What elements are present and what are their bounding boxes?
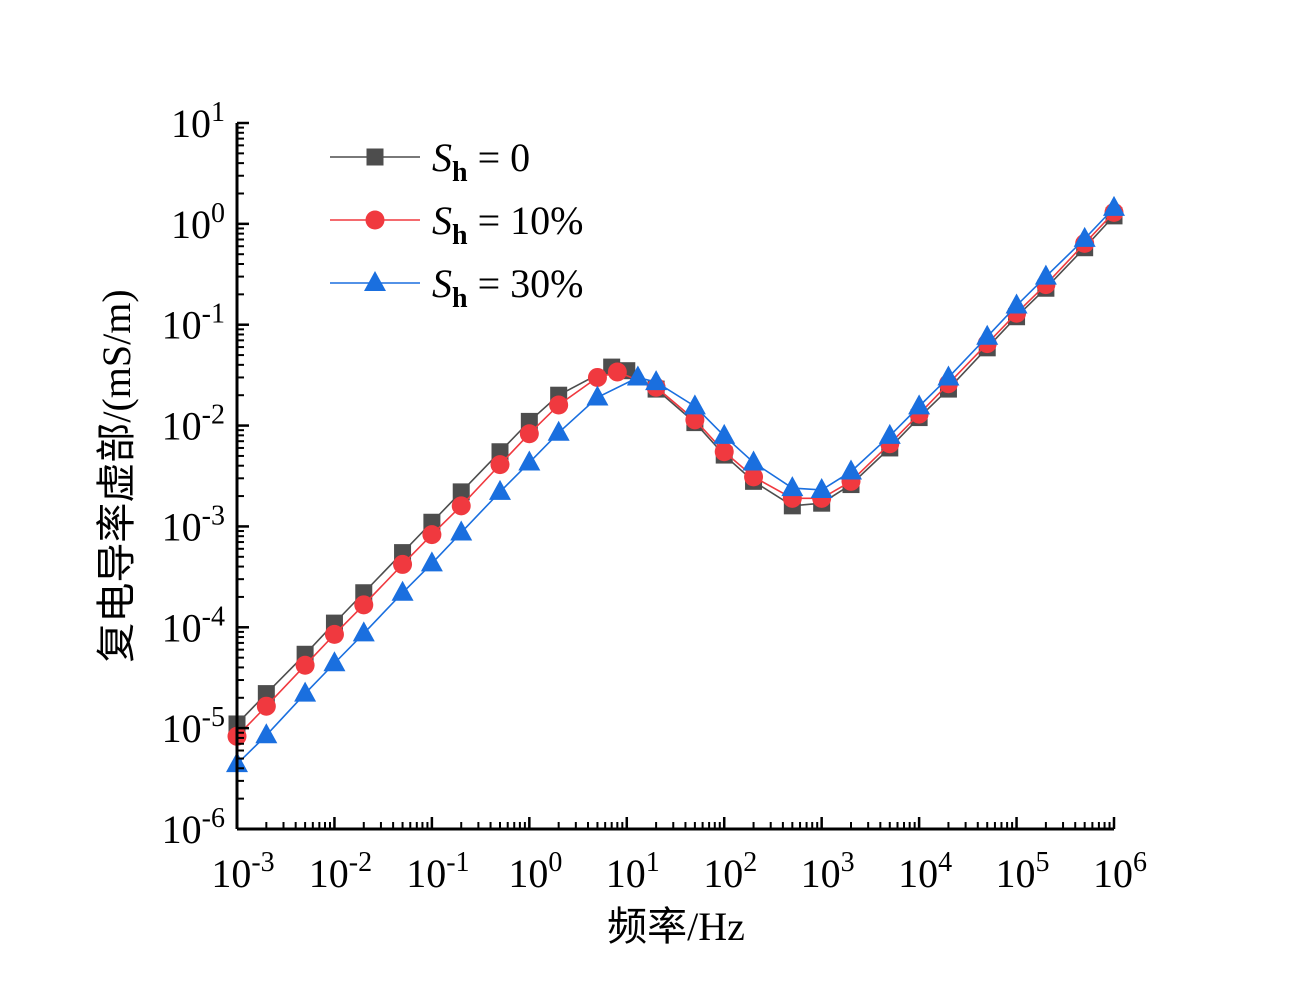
y-tick-label: 100 [171, 198, 225, 247]
legend-marker [364, 271, 386, 291]
data-point [685, 410, 705, 430]
legend: Sh = 0 Sh = 10% Sh = 30% [330, 135, 583, 314]
data-point [420, 551, 443, 572]
data-point [391, 580, 414, 601]
data-point [547, 420, 570, 441]
data-point [452, 483, 470, 501]
data-point [744, 467, 764, 487]
y-tick-label: 10-4 [162, 601, 225, 650]
x-tick-label: 103 [801, 847, 855, 896]
data-point [626, 365, 649, 386]
data-point [781, 476, 804, 497]
data-point [256, 696, 276, 716]
data-point [450, 520, 473, 541]
x-axis-label: 频率/Hz [607, 904, 745, 949]
data-point [1073, 226, 1096, 247]
data-point [908, 394, 931, 415]
legend-entry: Sh = 0 [330, 135, 530, 188]
legend-entry: Sh = 10% [330, 198, 583, 251]
data-point [683, 394, 706, 415]
data-point [840, 459, 863, 480]
data-point [393, 554, 413, 574]
plot-area [226, 195, 1125, 773]
series-square [228, 207, 1123, 733]
data-point [587, 367, 607, 387]
data-point [1034, 264, 1057, 285]
x-tick-label: 101 [606, 847, 660, 896]
legend-marker [366, 148, 384, 166]
data-point [354, 595, 374, 615]
series-line [236, 211, 1115, 737]
x-tick-label: 104 [898, 847, 952, 896]
legend-label: Sh = 30% [432, 261, 583, 314]
data-point [810, 477, 833, 498]
data-point [294, 681, 317, 702]
data-point [422, 525, 442, 545]
data-point [451, 496, 471, 516]
y-tick-label: 10-5 [162, 702, 225, 751]
data-point [878, 423, 901, 444]
axes: 10-3 10-2 10-1 100 101 102 103 104 105 106 101 100 1… [162, 97, 1147, 896]
y-tick-label: 10-1 [162, 299, 225, 348]
x-tick-label: 100 [508, 847, 562, 896]
y-tick-label: 101 [171, 97, 225, 146]
data-point [549, 395, 569, 415]
x-tick-label: 10-2 [309, 847, 372, 896]
data-point [1005, 293, 1028, 314]
y-axis-label: 复电导率虚部/(mS/m) [94, 289, 139, 662]
data-point [490, 455, 510, 475]
data-point [607, 362, 627, 382]
legend-marker [365, 210, 385, 230]
y-tick-label: 10-3 [162, 500, 225, 549]
x-tick-label: 10-3 [211, 847, 274, 896]
data-point [645, 370, 668, 391]
data-point [519, 424, 539, 444]
data-point [1103, 195, 1125, 216]
series-line [236, 215, 1115, 725]
data-point [352, 621, 375, 642]
series-circle [227, 202, 1124, 746]
legend-label: Sh = 0 [432, 135, 530, 188]
data-point [714, 442, 734, 462]
data-point [324, 624, 344, 644]
x-tick-label: 102 [703, 847, 757, 896]
data-point [742, 450, 765, 471]
y-tick-label: 10-6 [162, 803, 225, 852]
data-point [491, 443, 509, 461]
legend-label: Sh = 10% [432, 198, 583, 251]
data-point [255, 723, 278, 744]
series-line [236, 207, 1115, 765]
data-point [488, 479, 511, 500]
data-point [713, 423, 736, 444]
data-point [295, 655, 315, 675]
data-point [518, 450, 541, 471]
legend-entry: Sh = 30% [330, 261, 583, 314]
series-triangle [226, 195, 1125, 773]
x-tick-label: 105 [996, 847, 1050, 896]
data-point [937, 365, 960, 386]
data-point [976, 324, 999, 345]
x-tick-label: 10-1 [406, 847, 469, 896]
y-tick-label: 10-2 [162, 400, 225, 449]
data-point [323, 651, 346, 672]
x-tick-label: 106 [1093, 847, 1147, 896]
data-point [586, 385, 609, 406]
